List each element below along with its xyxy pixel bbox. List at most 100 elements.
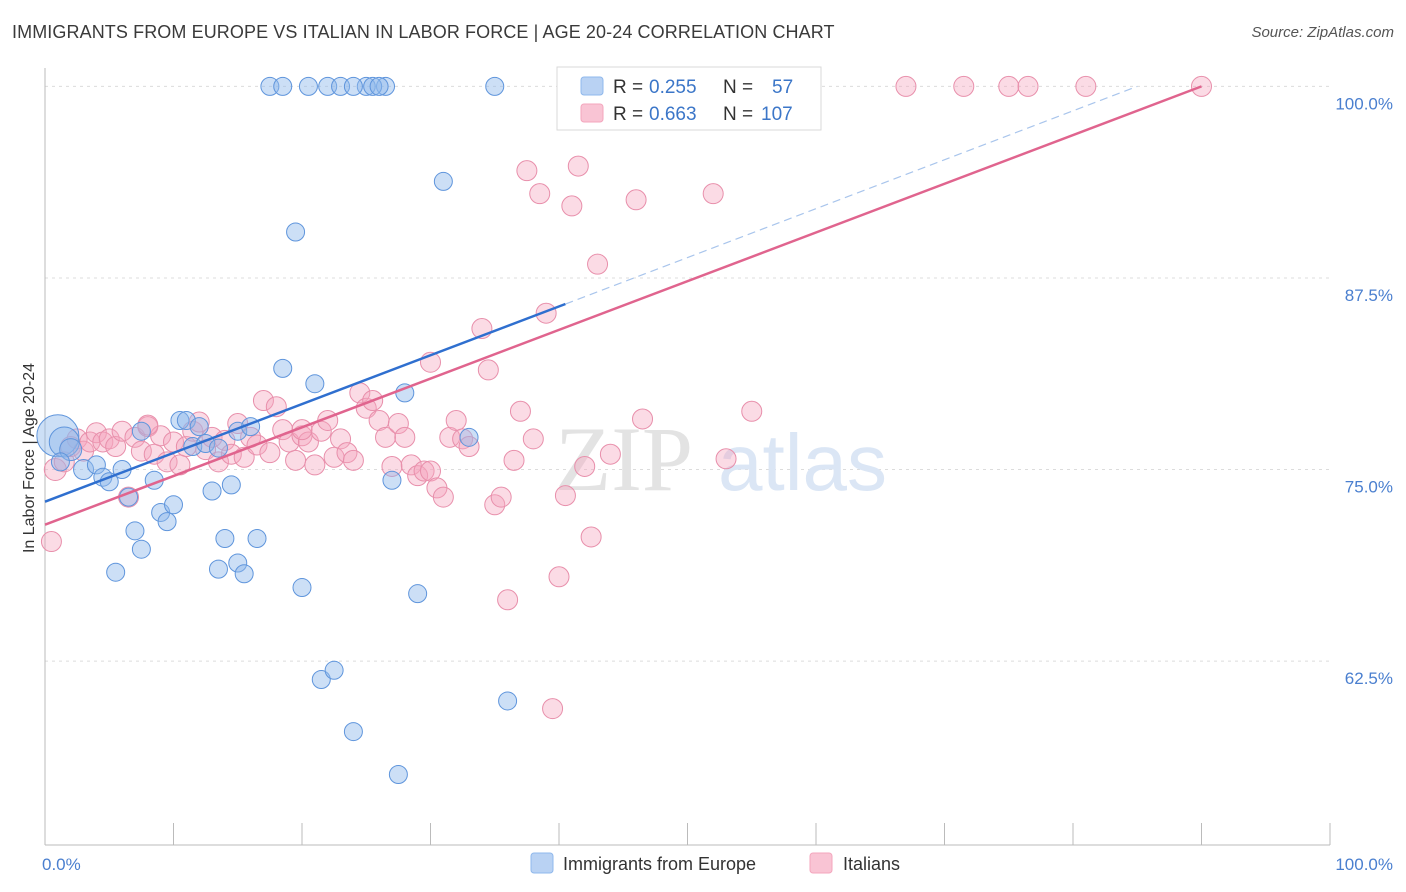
point-italians-95 <box>1017 75 1039 97</box>
point-europe-12 <box>131 539 151 559</box>
point-italians-92 <box>895 75 917 97</box>
source-label: Source: ZipAtlas.com <box>1251 24 1394 41</box>
point-europe-2 <box>59 438 83 462</box>
point-italians-63 <box>445 409 467 431</box>
axes <box>44 68 1331 846</box>
legend-r-label-2: R = <box>613 104 643 125</box>
point-europe-47 <box>485 76 505 96</box>
watermark: ZIP atlas <box>555 408 887 510</box>
point-italians-58 <box>413 460 435 482</box>
point-italians-70 <box>497 589 519 611</box>
point-italians-8 <box>92 431 114 453</box>
point-europe-30 <box>234 564 254 584</box>
point-europe-5 <box>86 455 106 475</box>
y-tick-0: 100.0% <box>1335 94 1393 113</box>
point-italians-20 <box>169 454 191 476</box>
y-axis-label: In Labor Force | Age 20-24 <box>21 363 38 553</box>
point-italians-91 <box>741 400 763 422</box>
point-europe-51 <box>298 76 318 96</box>
point-italians-45 <box>330 428 352 450</box>
point-italians-90 <box>715 448 737 470</box>
point-italians-85 <box>599 443 621 465</box>
point-europe-26 <box>208 559 228 579</box>
point-europe-54 <box>343 76 363 96</box>
point-italians-53 <box>381 455 403 477</box>
point-europe-16 <box>157 512 177 532</box>
point-europe-50 <box>273 76 293 96</box>
point-italians-74 <box>522 428 544 450</box>
legend-n-1: 57 <box>772 77 793 98</box>
point-italians-0 <box>40 531 62 553</box>
series-legend: Immigrants from Europe Italians <box>530 852 900 874</box>
point-europe-57 <box>343 722 363 742</box>
point-europe-37 <box>311 669 331 689</box>
point-italians-84 <box>587 253 609 275</box>
point-europe-55 <box>363 76 383 96</box>
point-italians-47 <box>342 449 364 471</box>
point-europe-11 <box>125 521 145 541</box>
point-italians-89 <box>702 183 724 205</box>
legend-r-label-1: R = <box>613 77 643 98</box>
point-europe-13 <box>106 562 126 582</box>
point-italians-61 <box>432 486 454 508</box>
point-italians-55 <box>394 426 416 448</box>
point-italians-80 <box>561 195 583 217</box>
series-legend-swatch-italians <box>809 852 833 874</box>
series-legend-swatch-europe <box>530 852 554 874</box>
series-legend-italians: Italians <box>843 854 900 874</box>
trend-italians <box>44 85 1202 526</box>
legend-r-2: 0.663 <box>649 104 697 125</box>
point-italians-96 <box>1075 75 1097 97</box>
point-italians-86 <box>625 189 647 211</box>
point-italians-41 <box>304 454 326 476</box>
legend-n-2: 107 <box>761 104 793 125</box>
point-italians-83 <box>580 526 602 548</box>
point-europe-44 <box>408 584 428 604</box>
point-italians-33 <box>252 390 274 412</box>
point-italians-73 <box>516 160 538 182</box>
point-italians-52 <box>375 426 397 448</box>
point-italians-38 <box>285 449 307 471</box>
y-tick-1: 87.5% <box>1345 286 1393 305</box>
point-europe-0 <box>36 414 80 458</box>
point-italians-69 <box>490 486 512 508</box>
point-italians-54 <box>387 413 409 435</box>
point-italians-71 <box>503 449 525 471</box>
stats-legend: R = 0.255 N = 57 R = 0.663 N = 107 <box>556 66 822 131</box>
point-europe-9 <box>131 421 151 441</box>
point-italians-59 <box>420 460 441 482</box>
trend-lines <box>44 85 1202 526</box>
point-italians-94 <box>998 75 1020 97</box>
point-europe-46 <box>459 427 479 447</box>
point-europe-25 <box>215 528 235 548</box>
point-europe-32 <box>247 528 267 548</box>
point-europe-18 <box>170 410 190 430</box>
points <box>36 75 1212 785</box>
point-italians-72 <box>509 400 531 422</box>
x-tick-left: 0.0% <box>42 855 81 874</box>
watermark-atlas: atlas <box>718 418 887 507</box>
point-europe-36 <box>305 374 325 394</box>
point-europe-56 <box>369 76 389 96</box>
point-europe-17 <box>164 495 183 515</box>
legend-n-label-1: N = <box>723 77 753 98</box>
point-europe-42 <box>388 765 408 785</box>
point-italians-14 <box>130 440 152 462</box>
point-europe-3 <box>50 452 70 472</box>
y-tick-3: 62.5% <box>1345 669 1393 688</box>
legend-n-label-2: N = <box>723 104 753 125</box>
point-italians-81 <box>567 155 589 177</box>
point-europe-38 <box>324 660 344 680</box>
legend-r-1: 0.255 <box>649 77 697 98</box>
series-legend-europe: Immigrants from Europe <box>563 854 756 874</box>
trend-europe <box>44 302 566 503</box>
point-europe-34 <box>286 222 306 242</box>
y-tick-labels: 100.0% 87.5% 75.0% 62.5% <box>1335 94 1393 688</box>
point-europe-35 <box>292 578 312 598</box>
point-europe-41 <box>382 470 402 490</box>
point-europe-27 <box>221 475 241 495</box>
point-europe-24 <box>208 438 228 458</box>
point-europe-21 <box>189 417 209 437</box>
point-italians-87 <box>632 408 654 430</box>
